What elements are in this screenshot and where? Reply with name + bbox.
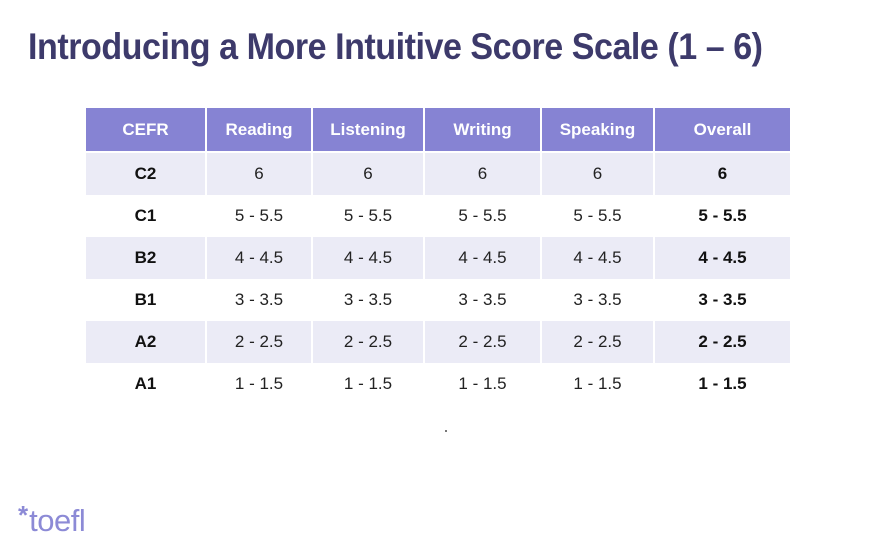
header-writing: Writing (424, 108, 542, 153)
listening-score-cell: 1 - 1.5 (312, 363, 425, 405)
writing-score-cell: 5 - 5.5 (424, 195, 542, 237)
overall-score-cell: 3 - 3.5 (698, 290, 747, 309)
header-cefr: CEFR (86, 108, 207, 153)
listening-score-cell: 6 (312, 152, 425, 195)
cefr-level-cell: A1 (86, 363, 207, 405)
cefr-level-cell: B1 (86, 279, 207, 321)
reading-score-cell: 2 - 2.5 (206, 321, 313, 363)
speaking-score-cell: 2 - 2.5 (541, 321, 655, 363)
header-overall: Overall (654, 108, 790, 153)
speaking-score-cell: 4 - 4.5 (541, 237, 655, 279)
reading-score-cell: 5 - 5.5 (206, 195, 313, 237)
overall-score-cell: 2 - 2.5 (654, 321, 790, 363)
table-row: A1 1 - 1.5 1 - 1.5 1 - 1.5 1 - 1.5 1 - 1… (86, 363, 790, 405)
writing-score-cell: 6 (424, 152, 542, 195)
speaking-score-cell: 6 (541, 152, 655, 195)
listening-score-cell: 3 - 3.5 (312, 279, 425, 321)
table-row: B2 4 - 4.5 4 - 4.5 4 - 4.5 4 - 4.5 4 - 4… (86, 237, 790, 279)
cefr-level-cell: B2 (86, 237, 207, 279)
table-row: A2 2 - 2.5 2 - 2.5 2 - 2.5 2 - 2.5 2 - 2… (86, 321, 790, 363)
reading-score-cell: 4 - 4.5 (206, 237, 313, 279)
overall-score-cell: 6 (654, 152, 790, 195)
speaking-score-cell: 1 - 1.5 (541, 363, 655, 405)
writing-score-cell: 4 - 4.5 (424, 237, 542, 279)
cefr-level-cell: C2 (86, 152, 207, 195)
overall-score-cell: 1 - 1.5 (698, 374, 747, 393)
table-row: C2 6 6 6 6 6 (86, 152, 790, 195)
header-speaking: Speaking (541, 108, 655, 153)
cefr-level-cell: C1 (86, 195, 207, 237)
writing-score-cell: 1 - 1.5 (424, 363, 542, 405)
overall-score-cell: 5 - 5.5 (698, 206, 747, 225)
logo-text: toefl (29, 502, 86, 538)
overall-score-cell: 4 - 4.5 (654, 237, 790, 279)
reading-score-cell: 1 - 1.5 (206, 363, 313, 405)
listening-score-cell: 2 - 2.5 (312, 321, 425, 363)
asterisk-icon: * (18, 500, 29, 530)
speaking-score-cell: 5 - 5.5 (541, 195, 655, 237)
score-scale-table: CEFR Reading Listening Writing Speaking … (86, 108, 790, 405)
header-reading: Reading (206, 108, 313, 153)
writing-score-cell: 2 - 2.5 (424, 321, 542, 363)
cefr-level-cell: A2 (86, 321, 207, 363)
slide-title: Introducing a More Intuitive Score Scale… (28, 26, 763, 67)
reading-score-cell: 6 (206, 152, 313, 195)
speaking-score-cell: 3 - 3.5 (541, 279, 655, 321)
listening-score-cell: 4 - 4.5 (312, 237, 425, 279)
table-row: B1 3 - 3.5 3 - 3.5 3 - 3.5 3 - 3.5 3 - 3… (86, 279, 790, 321)
reading-score-cell: 3 - 3.5 (206, 279, 313, 321)
toefl-logo: * toefl (18, 500, 86, 540)
table-header-row: CEFR Reading Listening Writing Speaking … (86, 108, 790, 153)
writing-score-cell: 3 - 3.5 (424, 279, 542, 321)
stray-dot (445, 430, 447, 432)
table-row: C1 5 - 5.5 5 - 5.5 5 - 5.5 5 - 5.5 5 - 5… (86, 195, 790, 237)
listening-score-cell: 5 - 5.5 (312, 195, 425, 237)
header-listening: Listening (312, 108, 425, 153)
